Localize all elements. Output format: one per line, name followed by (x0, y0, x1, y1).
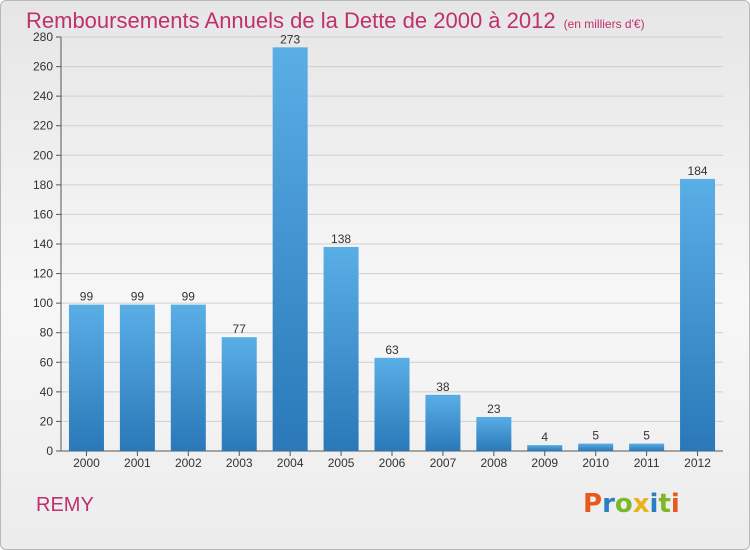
y-tick-label: 120 (33, 267, 53, 281)
proxiti-logo: Proxiti (583, 489, 680, 519)
x-tick-label: 2011 (634, 456, 660, 470)
data-label: 23 (487, 402, 501, 416)
x-tick-label: 2003 (226, 456, 253, 470)
x-tick-label: 2007 (430, 456, 457, 470)
data-label: 99 (80, 290, 94, 304)
bar (425, 394, 461, 451)
y-tick-label: 140 (33, 237, 53, 251)
data-label: 184 (688, 164, 708, 178)
data-label: 138 (331, 232, 351, 246)
logo-letter: o (614, 489, 633, 519)
logo-letter: i (670, 489, 680, 519)
x-tick-label: 2008 (480, 456, 507, 470)
data-label: 38 (436, 380, 450, 394)
chart-title: Remboursements Annuels de la Dette de 20… (26, 8, 645, 34)
y-tick-label: 20 (40, 414, 54, 428)
x-tick-label: 2000 (73, 456, 100, 470)
bar (272, 47, 308, 451)
bar (119, 304, 155, 451)
y-tick-label: 180 (33, 178, 53, 192)
data-label: 4 (541, 430, 548, 444)
y-tick-label: 0 (46, 444, 53, 458)
x-tick-label: 2005 (328, 456, 355, 470)
x-tick-label: 2006 (379, 456, 406, 470)
bar (221, 337, 257, 451)
bar (629, 443, 665, 451)
y-tick-label: 80 (40, 326, 54, 340)
data-label: 5 (592, 429, 599, 443)
x-tick-label: 2004 (277, 456, 304, 470)
logo-letter: i (649, 489, 659, 519)
y-tick-label: 240 (33, 89, 53, 103)
y-tick-label: 220 (33, 119, 53, 133)
data-label: 5 (643, 429, 650, 443)
x-tick-label: 2002 (175, 456, 202, 470)
chart-title-text: Remboursements Annuels de la Dette de 20… (26, 8, 556, 33)
data-label: 63 (385, 343, 399, 357)
y-tick-label: 260 (33, 60, 53, 74)
bar (68, 304, 104, 451)
logo-letter: r (602, 489, 615, 519)
commune-name: REMY (36, 494, 94, 516)
data-label: 273 (280, 32, 300, 46)
y-tick-label: 60 (40, 355, 54, 369)
x-tick-label: 2009 (531, 456, 558, 470)
bar (374, 357, 410, 451)
data-label: 99 (182, 290, 196, 304)
chart-subtitle: (en milliers d'€) (563, 17, 645, 31)
data-label: 77 (233, 322, 247, 336)
y-tick-label: 200 (33, 148, 53, 162)
logo-letter: t (658, 489, 671, 519)
data-label: 99 (131, 290, 145, 304)
bar (476, 416, 512, 451)
bar (527, 445, 563, 451)
y-tick-label: 40 (40, 385, 54, 399)
bar (323, 246, 359, 451)
y-tick-label: 100 (33, 296, 53, 310)
x-tick-label: 2012 (684, 456, 711, 470)
y-tick-label: 160 (33, 207, 53, 221)
x-tick-label: 2010 (582, 456, 609, 470)
y-tick-label: 280 (33, 30, 53, 44)
bar (680, 178, 716, 451)
logo-letter: P (583, 489, 603, 519)
bar (170, 304, 206, 451)
logo-letter: x (632, 489, 650, 519)
x-tick-label: 2001 (124, 456, 151, 470)
bar (578, 443, 614, 451)
